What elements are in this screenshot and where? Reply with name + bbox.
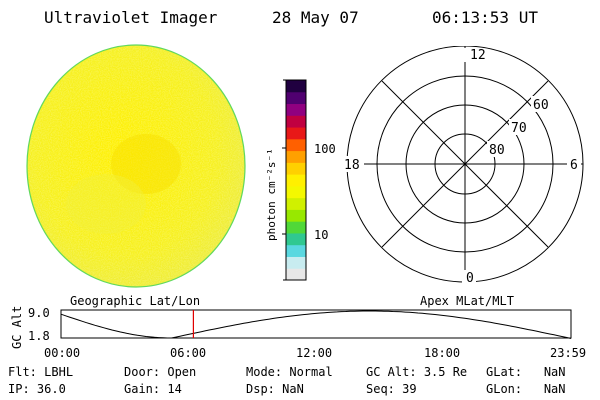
altitude-min-label: 1.8 <box>28 329 50 343</box>
colorbar-segment <box>286 232 306 246</box>
time-tick-0600: 06:00 <box>170 346 207 360</box>
altitude-timeline: GC Alt <box>10 306 572 349</box>
mlt-label-0: 0 <box>466 271 474 286</box>
colorbar-segment <box>286 138 306 152</box>
seq-info: Seq: 39 <box>366 382 417 396</box>
colorbar-segment <box>286 197 306 210</box>
colorbar-unit-label: photon cm⁻²s⁻¹ <box>265 148 278 241</box>
polar-mlt-plot: 12 0 18 6 60 70 80 <box>340 46 584 286</box>
colorbar-segment <box>286 127 306 140</box>
mlt-label-18: 18 <box>344 158 360 173</box>
apex-label: Apex MLat/MLT <box>420 294 514 308</box>
colorbar-segment <box>286 80 306 93</box>
instrument-title: Ultraviolet Imager <box>44 8 218 27</box>
geographic-label: Geographic Lat/Lon <box>70 294 201 308</box>
colorbar-segment <box>286 221 306 234</box>
altitude-curve <box>60 310 572 339</box>
timeline-frame <box>60 309 572 339</box>
colorbar-segment <box>286 103 306 116</box>
ip-info: IP: 36.0 <box>8 382 66 396</box>
colorbar-label-100: 100 <box>314 142 336 156</box>
filter-info: Flt: LBHL <box>8 365 74 379</box>
uv-image-disk <box>26 44 246 288</box>
dsp-info: Dsp: NaN <box>246 382 304 396</box>
time-tick-2359: 23:59 <box>550 346 587 360</box>
mlat-label-70: 70 <box>511 121 527 136</box>
time-tick-1800: 18:00 <box>424 346 461 360</box>
colorbar-segment <box>286 209 306 222</box>
altitude-axis-title: GC Alt <box>10 306 24 349</box>
gain-info: Gain: 14 <box>124 382 182 396</box>
colorbar-label-10: 10 <box>314 228 329 242</box>
colorbar-segment <box>286 244 306 257</box>
glon-info: GLon: NaN <box>486 382 566 396</box>
mode-info: Mode: Normal <box>246 365 333 379</box>
mlt-label-12: 12 <box>470 48 486 63</box>
mlt-label-6: 6 <box>570 158 578 173</box>
colorbar-segment <box>286 268 306 281</box>
door-info: Door: Open <box>124 365 197 379</box>
glat-info: GLat: NaN <box>486 365 566 379</box>
observation-date: 28 May 07 <box>272 8 359 27</box>
colorbar-segment <box>286 115 306 128</box>
colorbar: photon cm⁻²s⁻¹ <box>265 79 307 281</box>
colorbar-segment <box>286 185 306 199</box>
observation-time: 06:13:53 UT <box>432 8 538 27</box>
mlat-label-60: 60 <box>533 98 549 113</box>
colorbar-segment <box>286 91 306 105</box>
time-tick-0000: 00:00 <box>44 346 81 360</box>
mlat-label-80: 80 <box>489 143 505 158</box>
colorbar-segment <box>286 174 306 187</box>
altitude-max-label: 9.0 <box>28 306 50 320</box>
time-tick-1200: 12:00 <box>296 346 333 360</box>
colorbar-segment <box>286 162 306 175</box>
colorbar-segment <box>286 150 306 163</box>
gc-alt-info: GC Alt: 3.5 Re <box>366 365 468 379</box>
colorbar-segment <box>286 256 306 269</box>
